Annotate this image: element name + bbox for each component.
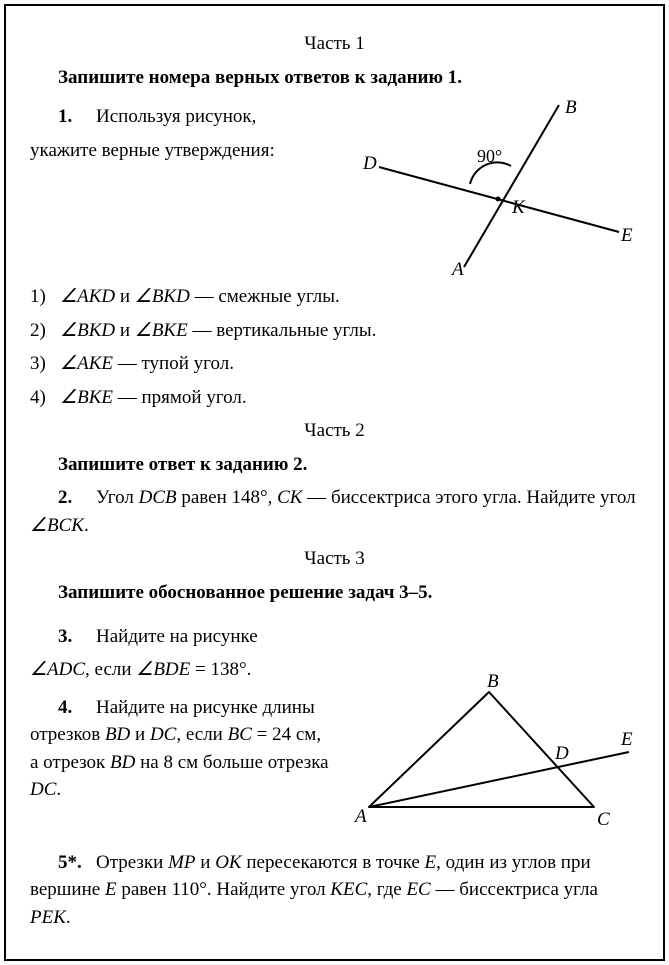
q1-num: 1. [58, 106, 72, 127]
lbl2-D: D [554, 743, 569, 764]
lbl2-A: A [353, 806, 367, 827]
q34-row: 3. Найдите на рисунке ∠ADC, если ∠BDE = … [30, 617, 639, 837]
q1-text: 1. Используя рисунок, укажите верные утв… [30, 97, 349, 170]
q5-text: 5*. Отрезки MP и OK пересекаются в точке… [30, 849, 639, 932]
lbl2-C: C [597, 809, 610, 830]
part2-heading: Часть 2 [30, 417, 639, 445]
lbl-D: D [362, 153, 377, 174]
q1-opt2: 2) ∠BKD и ∠BKE — вертикальные углы. [30, 317, 639, 345]
worksheet-page: Часть 1 Запишите номера верных ответов к… [4, 4, 665, 961]
q4-text: 4. Найдите на рисунке длины отрезков BD … [30, 694, 331, 804]
q34-text: 3. Найдите на рисунке ∠ADC, если ∠BDE = … [30, 617, 339, 810]
q34-diagram: B A C D E [339, 667, 639, 837]
part3-instruction: Запишите обоснованное решение задач 3–5. [30, 579, 639, 607]
q1-opt4: 4) ∠BKE — прямой угол. [30, 384, 639, 412]
q1-opt3: 3) ∠AKE — тупой угол. [30, 350, 639, 378]
q1-row: 1. Используя рисунок, укажите верные утв… [30, 97, 639, 277]
part2-instruction: Запишите ответ к заданию 2. [30, 451, 639, 479]
part3-heading: Часть 3 [30, 545, 639, 573]
q1-lead-b: укажите верные утверждения: [30, 137, 349, 165]
lbl-B: B [565, 97, 577, 118]
q1-lead-a: Используя рисунок, [96, 106, 256, 127]
lbl2-B: B [487, 671, 499, 692]
part1-heading: Часть 1 [30, 30, 639, 58]
q1-diagram: B D K E A 90° [349, 97, 639, 277]
lbl-K: K [511, 197, 526, 218]
q1-opt1: 1) ∠AKD и ∠BKD — смежные углы. [30, 283, 639, 311]
q2-text: 2. Угол DCB равен 148°, CK — биссектриса… [30, 484, 639, 539]
part1-instruction: Запишите номера верных ответов к заданию… [30, 64, 639, 92]
q3-text: 3. Найдите на рисунке [30, 623, 331, 651]
lbl-E: E [620, 225, 633, 246]
lbl-angle: 90° [477, 146, 502, 166]
lbl2-E: E [620, 729, 633, 750]
lbl-A: A [450, 259, 464, 277]
